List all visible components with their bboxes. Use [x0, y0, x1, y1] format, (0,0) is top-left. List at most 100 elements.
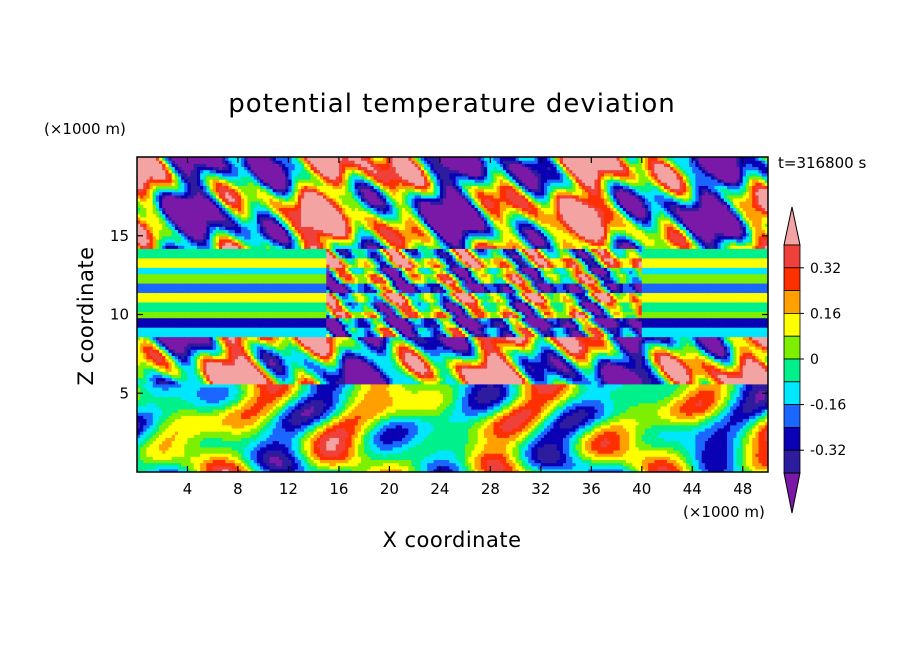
field-cell — [219, 412, 223, 416]
field-cell — [263, 273, 267, 278]
field-cell — [140, 409, 144, 413]
field-cell — [256, 361, 261, 366]
field-cell — [149, 270, 154, 275]
field-cell — [222, 320, 226, 325]
field-cell — [291, 295, 296, 300]
field-cell — [231, 179, 236, 183]
field-cell — [174, 355, 179, 360]
field-cell — [234, 323, 239, 328]
field-cell — [165, 358, 170, 363]
field-cell — [146, 191, 151, 196]
field-cell — [231, 446, 236, 451]
field-cell — [165, 223, 170, 227]
field-cell — [140, 276, 144, 281]
field-cell — [291, 179, 296, 183]
field-cell — [146, 204, 151, 208]
field-cell — [162, 380, 166, 385]
field-cell — [165, 386, 170, 391]
field-cell — [256, 286, 261, 290]
field-cell — [241, 443, 245, 448]
field-cell — [263, 286, 267, 290]
field-cell — [266, 371, 271, 375]
field-cell — [137, 390, 141, 394]
field-cell — [250, 320, 255, 325]
field-cell — [219, 270, 223, 275]
field-cell — [247, 415, 252, 420]
field-cell — [275, 232, 280, 237]
field-cell — [181, 286, 185, 290]
field-cell — [196, 317, 201, 322]
field-cell — [256, 201, 261, 205]
field-cell — [260, 157, 264, 161]
field-cell — [222, 336, 226, 341]
field-cell — [206, 245, 211, 249]
field-cell — [250, 197, 255, 202]
field-cell — [234, 157, 239, 161]
field-cell — [137, 446, 141, 451]
field-cell — [263, 201, 267, 205]
field-cell — [165, 157, 170, 161]
field-cell — [256, 333, 261, 338]
field-cell — [219, 383, 223, 388]
field-cell — [263, 339, 267, 344]
field-cell — [203, 276, 207, 281]
field-cell — [200, 188, 204, 193]
field-cell — [219, 446, 223, 451]
field-cell — [288, 242, 293, 246]
field-cell — [278, 182, 283, 186]
field-cell — [291, 251, 296, 256]
field-cell — [196, 383, 201, 388]
field-cell — [149, 223, 154, 227]
field-cell — [247, 197, 252, 202]
field-cell — [146, 330, 151, 334]
field-cell — [212, 226, 217, 231]
field-cell — [171, 320, 176, 325]
field-cell — [228, 305, 233, 309]
field-cell — [269, 424, 274, 429]
field-cell — [168, 163, 173, 168]
field-cell — [285, 390, 290, 394]
field-cell — [137, 251, 141, 256]
field-cell — [212, 169, 217, 174]
field-cell — [291, 449, 296, 454]
field-cell — [247, 232, 252, 237]
field-cell — [193, 352, 198, 357]
field-cell — [190, 292, 195, 297]
field-cell — [137, 396, 141, 401]
field-cell — [285, 440, 290, 445]
field-cell — [162, 339, 166, 344]
field-cell — [266, 210, 271, 215]
field-cell — [278, 393, 283, 397]
field-cell — [178, 431, 182, 435]
field-cell — [174, 311, 179, 316]
field-cell — [291, 226, 296, 231]
field-cell — [285, 245, 290, 249]
field-cell — [237, 364, 242, 369]
field-cell — [143, 443, 148, 448]
field-cell — [222, 270, 226, 275]
field-cell — [193, 434, 198, 438]
field-cell — [272, 453, 277, 457]
field-cell — [159, 295, 163, 300]
field-cell — [206, 396, 211, 401]
field-cell — [149, 254, 154, 259]
field-cell — [222, 361, 226, 366]
field-cell — [193, 449, 198, 454]
field-cell — [263, 346, 267, 350]
field-cell — [250, 254, 255, 259]
field-cell — [256, 402, 261, 407]
field-cell — [149, 289, 154, 294]
field-cell — [275, 229, 280, 234]
field-cell — [234, 421, 239, 426]
field-cell — [149, 427, 154, 432]
field-cell — [285, 188, 290, 193]
field-cell — [247, 270, 252, 275]
field-cell — [193, 197, 198, 202]
field-cell — [291, 229, 296, 234]
field-cell — [219, 301, 223, 306]
field-cell — [184, 462, 189, 467]
field-cell — [178, 213, 182, 218]
field-cell — [234, 446, 239, 451]
field-cell — [288, 383, 293, 388]
field-cell — [266, 339, 271, 344]
